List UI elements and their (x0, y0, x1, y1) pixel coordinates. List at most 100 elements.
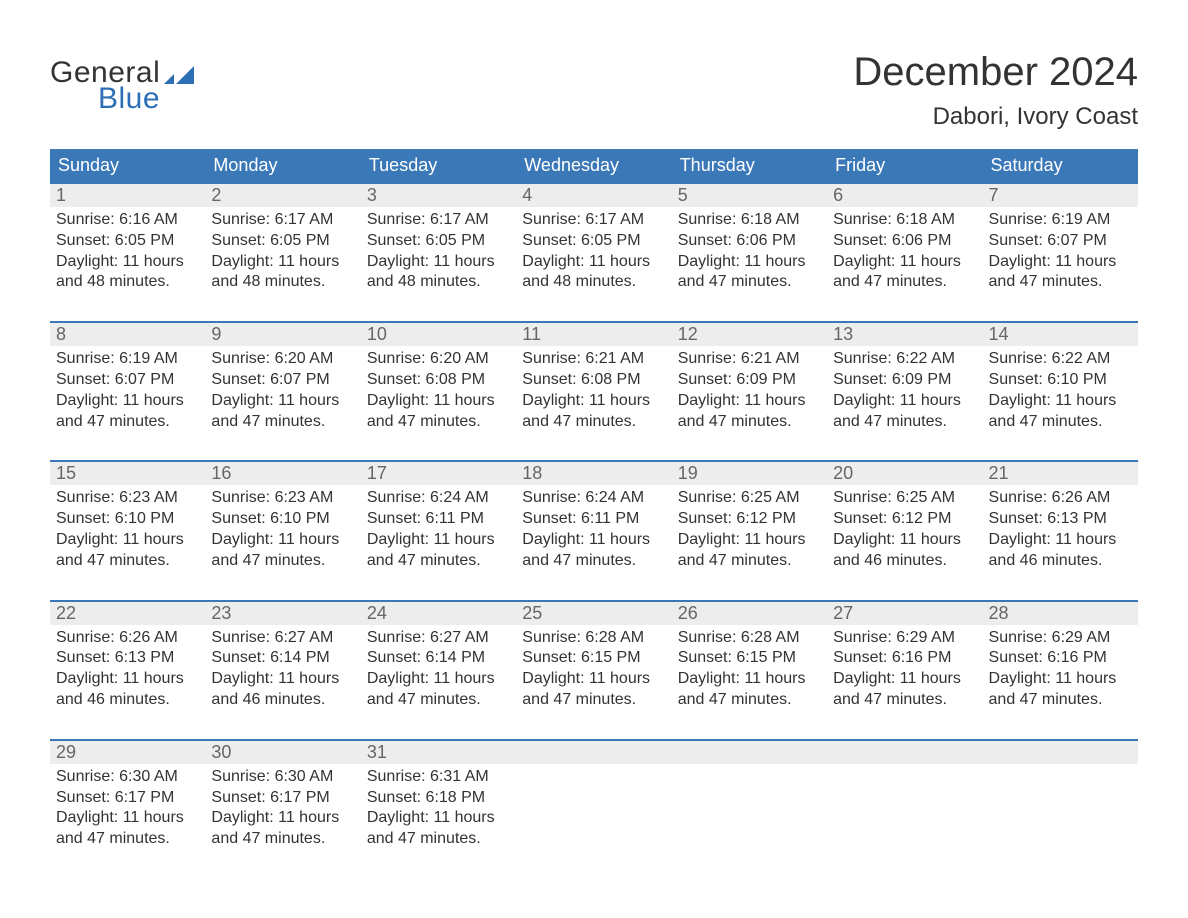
day-details: Sunrise: 6:17 AMSunset: 6:05 PMDaylight:… (522, 207, 665, 293)
day-number-row: 26 (672, 602, 827, 625)
day-number-row: 28 (983, 602, 1138, 625)
day-details: Sunrise: 6:29 AMSunset: 6:16 PMDaylight:… (989, 625, 1132, 711)
day-number-row: 19 (672, 462, 827, 485)
sunset-text: Sunset: 6:13 PM (989, 509, 1132, 530)
sunrise-text: Sunrise: 6:27 AM (211, 628, 354, 649)
day-details: Sunrise: 6:21 AMSunset: 6:08 PMDaylight:… (522, 346, 665, 432)
sunrise-text: Sunrise: 6:27 AM (367, 628, 510, 649)
day-cell: 1Sunrise: 6:16 AMSunset: 6:05 PMDaylight… (50, 184, 205, 299)
sunrise-text: Sunrise: 6:26 AM (56, 628, 199, 649)
sunset-text: Sunset: 6:12 PM (678, 509, 821, 530)
day-number: 5 (678, 185, 688, 205)
day-number-row (516, 741, 671, 764)
day-number: 9 (211, 324, 221, 344)
day-number (678, 742, 683, 762)
sunset-text: Sunset: 6:07 PM (989, 231, 1132, 252)
sunrise-text: Sunrise: 6:17 AM (367, 210, 510, 231)
day-cell: 26Sunrise: 6:28 AMSunset: 6:15 PMDayligh… (672, 602, 827, 717)
daylight-text: Daylight: 11 hours and 47 minutes. (367, 530, 510, 572)
sunset-text: Sunset: 6:10 PM (989, 370, 1132, 391)
day-cell (983, 741, 1138, 856)
day-details: Sunrise: 6:22 AMSunset: 6:09 PMDaylight:… (833, 346, 976, 432)
day-cell: 13Sunrise: 6:22 AMSunset: 6:09 PMDayligh… (827, 323, 982, 438)
daylight-text: Daylight: 11 hours and 47 minutes. (211, 808, 354, 850)
day-number: 16 (211, 463, 231, 483)
daylight-text: Daylight: 11 hours and 47 minutes. (678, 391, 821, 433)
sunrise-text: Sunrise: 6:18 AM (678, 210, 821, 231)
day-cell: 16Sunrise: 6:23 AMSunset: 6:10 PMDayligh… (205, 462, 360, 577)
day-details: Sunrise: 6:24 AMSunset: 6:11 PMDaylight:… (367, 485, 510, 571)
day-number-row: 23 (205, 602, 360, 625)
day-number: 17 (367, 463, 387, 483)
day-details: Sunrise: 6:18 AMSunset: 6:06 PMDaylight:… (678, 207, 821, 293)
day-number: 20 (833, 463, 853, 483)
sunrise-text: Sunrise: 6:17 AM (211, 210, 354, 231)
daylight-text: Daylight: 11 hours and 47 minutes. (211, 391, 354, 433)
day-number: 6 (833, 185, 843, 205)
day-cell: 20Sunrise: 6:25 AMSunset: 6:12 PMDayligh… (827, 462, 982, 577)
title-block: December 2024 Dabori, Ivory Coast (853, 50, 1138, 131)
day-cell: 3Sunrise: 6:17 AMSunset: 6:05 PMDaylight… (361, 184, 516, 299)
weekday-label: Thursday (672, 149, 827, 182)
day-number-row (983, 741, 1138, 764)
day-details: Sunrise: 6:19 AMSunset: 6:07 PMDaylight:… (56, 346, 199, 432)
daylight-text: Daylight: 11 hours and 47 minutes. (833, 252, 976, 294)
daylight-text: Daylight: 11 hours and 47 minutes. (56, 808, 199, 850)
day-details: Sunrise: 6:21 AMSunset: 6:09 PMDaylight:… (678, 346, 821, 432)
sunrise-text: Sunrise: 6:21 AM (522, 349, 665, 370)
sunset-text: Sunset: 6:10 PM (56, 509, 199, 530)
day-number: 10 (367, 324, 387, 344)
day-number: 1 (56, 185, 66, 205)
daylight-text: Daylight: 11 hours and 47 minutes. (56, 530, 199, 572)
day-cell: 31Sunrise: 6:31 AMSunset: 6:18 PMDayligh… (361, 741, 516, 856)
logo: General Blue (50, 50, 194, 114)
weekday-label: Friday (827, 149, 982, 182)
day-cell: 12Sunrise: 6:21 AMSunset: 6:09 PMDayligh… (672, 323, 827, 438)
sunset-text: Sunset: 6:05 PM (367, 231, 510, 252)
day-number: 2 (211, 185, 221, 205)
sunrise-text: Sunrise: 6:25 AM (678, 488, 821, 509)
sunrise-text: Sunrise: 6:23 AM (56, 488, 199, 509)
sunrise-text: Sunrise: 6:29 AM (989, 628, 1132, 649)
day-cell: 28Sunrise: 6:29 AMSunset: 6:16 PMDayligh… (983, 602, 1138, 717)
daylight-text: Daylight: 11 hours and 47 minutes. (989, 252, 1132, 294)
month-title: December 2024 (853, 50, 1138, 95)
daylight-text: Daylight: 11 hours and 47 minutes. (833, 669, 976, 711)
day-number-row: 24 (361, 602, 516, 625)
day-number: 11 (522, 324, 541, 344)
day-number-row: 13 (827, 323, 982, 346)
sunset-text: Sunset: 6:17 PM (56, 788, 199, 809)
day-cell: 18Sunrise: 6:24 AMSunset: 6:11 PMDayligh… (516, 462, 671, 577)
flag-icon (164, 64, 194, 84)
day-number: 8 (56, 324, 66, 344)
day-details: Sunrise: 6:19 AMSunset: 6:07 PMDaylight:… (989, 207, 1132, 293)
daylight-text: Daylight: 11 hours and 47 minutes. (678, 669, 821, 711)
day-number: 7 (989, 185, 999, 205)
day-cell: 25Sunrise: 6:28 AMSunset: 6:15 PMDayligh… (516, 602, 671, 717)
sunset-text: Sunset: 6:10 PM (211, 509, 354, 530)
day-number: 27 (833, 603, 853, 623)
day-number: 19 (678, 463, 698, 483)
day-details: Sunrise: 6:26 AMSunset: 6:13 PMDaylight:… (989, 485, 1132, 571)
day-details: Sunrise: 6:20 AMSunset: 6:08 PMDaylight:… (367, 346, 510, 432)
daylight-text: Daylight: 11 hours and 47 minutes. (989, 391, 1132, 433)
weekday-label: Tuesday (361, 149, 516, 182)
day-number-row: 25 (516, 602, 671, 625)
day-number: 25 (522, 603, 542, 623)
day-number-row: 10 (361, 323, 516, 346)
day-details: Sunrise: 6:22 AMSunset: 6:10 PMDaylight:… (989, 346, 1132, 432)
logo-word-blue: Blue (98, 84, 194, 114)
day-number (989, 742, 994, 762)
weekday-header: SundayMondayTuesdayWednesdayThursdayFrid… (50, 149, 1138, 182)
day-cell: 4Sunrise: 6:17 AMSunset: 6:05 PMDaylight… (516, 184, 671, 299)
sunset-text: Sunset: 6:07 PM (56, 370, 199, 391)
day-number: 15 (56, 463, 76, 483)
day-cell (672, 741, 827, 856)
sunrise-text: Sunrise: 6:24 AM (522, 488, 665, 509)
sunset-text: Sunset: 6:05 PM (211, 231, 354, 252)
sunset-text: Sunset: 6:11 PM (367, 509, 510, 530)
day-cell: 22Sunrise: 6:26 AMSunset: 6:13 PMDayligh… (50, 602, 205, 717)
day-number-row: 21 (983, 462, 1138, 485)
sunrise-text: Sunrise: 6:22 AM (989, 349, 1132, 370)
day-details: Sunrise: 6:30 AMSunset: 6:17 PMDaylight:… (56, 764, 199, 850)
